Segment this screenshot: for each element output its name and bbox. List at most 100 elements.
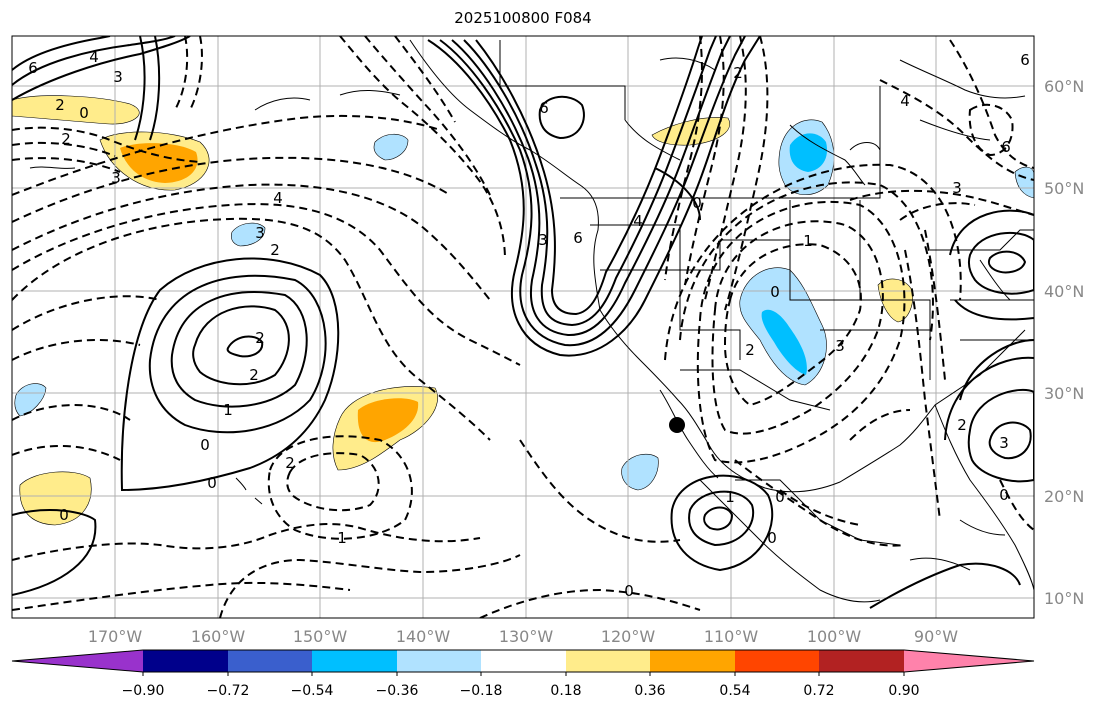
contour-label: 6: [1001, 138, 1011, 156]
lat-label: 40°N: [1044, 282, 1085, 301]
contour-hawaii-zero: [12, 509, 97, 596]
colorbar-segment: [143, 650, 229, 672]
contour-label: 0: [770, 283, 780, 301]
map-frame: [11, 35, 1035, 619]
shade-lightblue-gulf-north: [373, 133, 409, 161]
contour-label: 3: [113, 68, 123, 86]
contour-label: 3: [952, 179, 962, 197]
contour-nw-arc-4: [134, 36, 146, 141]
contour-label: 4: [273, 189, 283, 207]
dcontour-23: [779, 489, 861, 526]
contour-label: 2: [249, 366, 259, 384]
shade-blue-southwest: [761, 309, 807, 375]
shade-yellow-alaska-west: [12, 95, 140, 125]
colorbar-tick-label: 0.90: [888, 683, 920, 699]
lon-label: 140°W: [395, 627, 451, 646]
lon-label: 130°W: [498, 627, 554, 646]
contour-east-high-1: [987, 250, 1027, 274]
contour-east-high-2: [967, 231, 1034, 295]
contour-label: 0: [775, 488, 785, 506]
shade-orange-mid-pacific: [357, 398, 419, 443]
contour-baja-low-1: [703, 506, 734, 531]
contour-nw-arc-1: [12, 36, 176, 86]
dcontour-7: [12, 339, 141, 361]
contour-label: 2: [255, 329, 265, 347]
contour-nw-arc-3: [12, 36, 111, 71]
dcontour-12: [219, 554, 521, 618]
dcontour-20: [679, 181, 934, 341]
contour-trough-4: [463, 36, 717, 327]
colorbar-tick-label: 0.36: [634, 683, 666, 699]
contour-low-center-5: [120, 257, 340, 492]
contour-label: 2: [285, 454, 295, 472]
contour-label: 0: [999, 486, 1009, 504]
contour-nw-arc-2: [12, 36, 191, 101]
contour-label: 0: [79, 104, 89, 122]
contour-baja-low-3: [670, 474, 774, 572]
contour-trough-3: [451, 36, 731, 337]
dashed-contours: [12, 36, 1034, 618]
colorbar-tick-label: −0.72: [206, 683, 250, 699]
lat-label: 10°N: [1044, 589, 1085, 608]
dcontour-25: [684, 36, 725, 286]
dcontour-10: [12, 523, 481, 561]
shade-lightblue-west: [14, 383, 47, 417]
contour-low-center-4: [148, 274, 327, 434]
contour-label: 4: [89, 48, 99, 66]
dcontour-27: [724, 36, 769, 311]
dcontour-18: [711, 220, 884, 435]
contour-label: 1: [803, 232, 813, 250]
solid-contours: [12, 36, 1034, 609]
dcontour-43: [849, 409, 911, 441]
dcontour-31: [12, 126, 201, 163]
dcontour-13: [286, 452, 380, 512]
point-marker: [669, 417, 685, 433]
dcontour-35: [175, 36, 189, 109]
lon-label: 100°W: [806, 627, 862, 646]
dcontour-40: [899, 202, 976, 221]
contour-low-center-1: [226, 335, 264, 358]
contour-label: 0: [692, 194, 702, 212]
dcontour-37: [949, 39, 1034, 169]
dcontour-1: [12, 217, 491, 441]
contour-label: 0: [767, 529, 777, 547]
contour-southeast-zero: [869, 562, 1021, 609]
contour-label: 6: [573, 229, 583, 247]
contour-mid-zero: [654, 167, 701, 221]
contour-trough-1: [427, 36, 761, 357]
colorbar-tick-label: 0.18: [550, 683, 582, 699]
colorbar-tick-label: −0.54: [290, 683, 334, 699]
contour-low-center-2: [192, 305, 290, 386]
dcontour-11: [12, 581, 351, 611]
dcontour-16: [519, 439, 681, 543]
contour-label: 0: [59, 506, 69, 524]
contour-low-center-3: [170, 291, 308, 408]
lon-label: 90°W: [913, 627, 959, 646]
colorbar-tick-label: 0.54: [719, 683, 751, 699]
colorbar-tick-label: −0.36: [375, 683, 419, 699]
lon-label: 160°W: [190, 627, 246, 646]
colorbar-segment: [397, 650, 482, 672]
lat-label: 50°N: [1044, 179, 1085, 198]
map-background: [12, 36, 1034, 618]
dcontour-32: [12, 141, 116, 157]
contour-trough-2: [439, 36, 746, 347]
lat-label: 20°N: [1044, 487, 1085, 506]
dcontour-42: [924, 229, 946, 381]
dcontour-17: [723, 243, 862, 407]
dcontour-41: [904, 249, 941, 521]
contour-label: 1: [725, 488, 735, 506]
colorbar-segment: [228, 650, 313, 672]
colorbar-under-arrow: [12, 650, 143, 672]
contour-east-high-3: [949, 209, 1034, 256]
shade-lightblue-baja: [621, 453, 659, 491]
contour-label: 0: [200, 436, 210, 454]
dcontour-44: [999, 479, 1034, 531]
dcontour-34: [189, 36, 203, 111]
contour-label: 4: [633, 212, 643, 230]
lat-label: 30°N: [1044, 384, 1085, 403]
dcontour-26: [704, 36, 747, 301]
shade-orange-gulf: [120, 143, 198, 183]
contour-label: 2: [270, 241, 280, 259]
contour-label: 6: [539, 99, 549, 117]
